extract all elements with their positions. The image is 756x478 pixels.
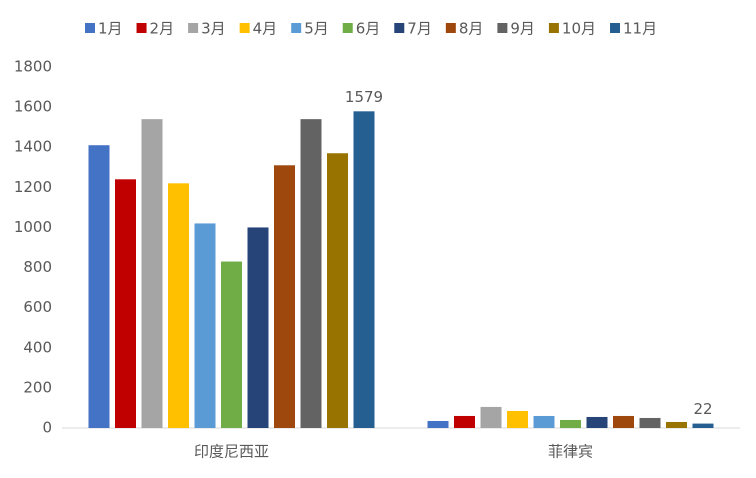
legend-label: 3月	[201, 20, 226, 38]
legend-label: 4月	[253, 20, 278, 38]
y-tick-label: 1000	[14, 218, 52, 236]
legend-label: 8月	[459, 20, 484, 38]
bar	[115, 179, 136, 428]
bar	[454, 415, 475, 428]
legend-label: 6月	[356, 20, 381, 38]
legend-swatch	[342, 23, 353, 33]
y-tick-label: 800	[23, 258, 52, 276]
bar	[327, 153, 348, 428]
legend-label: 5月	[304, 20, 329, 38]
bar	[300, 119, 322, 429]
legend-label: 7月	[407, 20, 432, 38]
bar	[480, 406, 502, 428]
y-tick-label: 1200	[14, 178, 52, 196]
legend-label: 1月	[98, 20, 123, 38]
legend-label: 9月	[510, 20, 535, 38]
y-tick-label: 0	[42, 419, 52, 437]
bar	[666, 421, 687, 428]
y-tick-label: 600	[23, 298, 52, 316]
bar	[247, 227, 269, 428]
bar	[88, 145, 110, 428]
y-tick-label: 1800	[14, 58, 52, 76]
bar	[507, 410, 528, 428]
bar	[274, 165, 295, 428]
legend-swatch	[445, 23, 456, 33]
legend-label: 2月	[150, 20, 175, 38]
x-tick-label: 菲律宾	[548, 443, 593, 461]
legend-swatch	[610, 23, 621, 33]
x-tick-label: 印度尼西亚	[194, 443, 269, 461]
bar	[221, 261, 242, 428]
legend-swatch	[136, 23, 147, 33]
bar	[353, 111, 375, 428]
legend-swatch	[188, 23, 199, 33]
bar	[533, 415, 555, 428]
data-label: 22	[693, 400, 712, 418]
legend-label: 11月	[623, 20, 657, 38]
bar	[586, 416, 608, 428]
y-tick-label: 400	[23, 338, 52, 356]
legend-swatch	[548, 23, 559, 33]
bar	[427, 420, 449, 428]
bar	[613, 415, 634, 428]
bar	[141, 119, 163, 429]
data-label: 1579	[345, 88, 383, 106]
legend-swatch	[85, 23, 95, 33]
bar	[692, 423, 714, 428]
bar	[168, 183, 189, 428]
bar	[639, 417, 661, 428]
bar	[194, 223, 216, 428]
legend-swatch	[239, 23, 250, 33]
legend-swatch	[497, 23, 508, 33]
y-tick-label: 200	[23, 378, 52, 396]
bar	[560, 419, 581, 428]
legend-label: 10月	[562, 20, 596, 38]
y-tick-label: 1400	[14, 138, 52, 156]
legend-swatch	[394, 23, 405, 33]
y-tick-label: 1600	[14, 98, 52, 116]
legend-swatch	[291, 23, 302, 33]
